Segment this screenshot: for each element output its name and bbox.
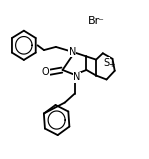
Text: S: S xyxy=(103,58,110,68)
Text: N: N xyxy=(69,47,76,57)
Text: Br: Br xyxy=(88,16,100,26)
Text: +: + xyxy=(108,60,114,69)
Text: N: N xyxy=(73,72,80,82)
Text: ⁻: ⁻ xyxy=(98,17,104,27)
Text: O: O xyxy=(42,67,49,77)
